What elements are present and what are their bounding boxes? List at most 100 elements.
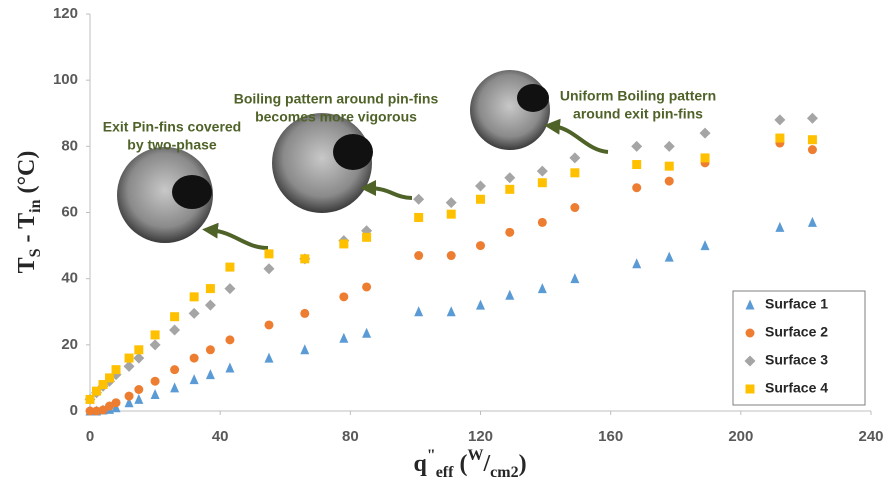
point — [362, 282, 371, 291]
x-tick-label: 40 — [212, 428, 229, 445]
annotation: becomes more vigorous — [255, 109, 417, 125]
point — [701, 240, 710, 250]
x-axis-label: q"eff (W/cm2) — [413, 447, 526, 481]
label-part: " — [427, 447, 436, 464]
point — [774, 114, 785, 125]
point — [808, 217, 817, 227]
point — [476, 241, 485, 250]
photo-detail — [172, 175, 212, 209]
point — [775, 222, 784, 232]
point — [701, 153, 710, 162]
point — [446, 197, 457, 208]
photo-detail — [517, 84, 549, 112]
point — [225, 335, 234, 344]
label-part: T — [14, 257, 40, 273]
y-tick-label: 120 — [53, 5, 78, 22]
point — [189, 308, 200, 319]
point — [632, 160, 641, 169]
point — [206, 345, 215, 354]
point — [125, 354, 134, 363]
point — [224, 283, 235, 294]
point — [538, 218, 547, 227]
annotation: Exit Pin-fins covered — [103, 119, 241, 135]
point — [807, 113, 818, 124]
point — [700, 128, 711, 139]
legend-marker — [746, 329, 755, 338]
annotation: around exit pin-fins — [573, 106, 703, 122]
point — [665, 162, 674, 171]
point — [150, 339, 161, 350]
point — [170, 312, 179, 321]
label-part: 2 — [511, 464, 519, 481]
point — [169, 324, 180, 335]
label-part: (°C) — [14, 151, 40, 200]
point — [134, 394, 143, 404]
point — [190, 374, 199, 384]
point — [362, 233, 371, 242]
point — [134, 385, 143, 394]
legend-label: Surface 4 — [765, 380, 828, 396]
point — [190, 292, 199, 301]
photo-detail — [333, 134, 373, 170]
point — [134, 345, 143, 354]
point — [339, 333, 348, 343]
label-part: - T — [14, 213, 40, 249]
point — [447, 210, 456, 219]
point — [505, 228, 514, 237]
point — [414, 306, 423, 316]
point — [264, 249, 273, 258]
point — [300, 344, 309, 354]
label-part: W — [467, 447, 483, 464]
label-part: eff — [436, 464, 454, 481]
y-tick-label: 80 — [61, 137, 78, 154]
arrow — [210, 230, 268, 248]
point — [125, 392, 134, 401]
point — [570, 273, 579, 283]
y-tick-label: 20 — [61, 336, 78, 353]
point — [664, 141, 675, 152]
y-tick-label: 60 — [61, 203, 78, 220]
point — [570, 203, 579, 212]
point — [151, 389, 160, 399]
point — [476, 300, 485, 310]
point — [225, 362, 234, 372]
x-tick-label: 0 — [86, 428, 94, 445]
point — [206, 369, 215, 379]
point — [476, 195, 485, 204]
legend-label: Surface 1 — [765, 296, 828, 312]
point — [475, 181, 486, 192]
point — [808, 135, 817, 144]
point — [170, 365, 179, 374]
point — [569, 152, 580, 163]
x-tick-label: 240 — [858, 428, 883, 445]
point — [447, 251, 456, 260]
point — [264, 353, 273, 363]
arrow — [368, 188, 412, 198]
y-axis-label: TS - Tin (°C) — [14, 151, 45, 274]
point — [105, 373, 114, 382]
x-tick-label: 80 — [342, 428, 359, 445]
point — [225, 263, 234, 272]
point — [538, 178, 547, 187]
annotation: by two-phase — [127, 137, 217, 153]
label-part: ( — [453, 451, 467, 477]
point — [206, 284, 215, 293]
point — [112, 365, 121, 374]
point — [505, 290, 514, 300]
y-tick-label: 40 — [61, 270, 78, 287]
point — [263, 263, 274, 274]
point — [631, 141, 642, 152]
label-part: S — [27, 248, 44, 257]
point — [570, 168, 579, 177]
point — [339, 239, 348, 248]
point — [665, 252, 674, 262]
point — [170, 382, 179, 392]
point — [86, 395, 95, 404]
point — [362, 328, 371, 338]
point — [775, 134, 784, 143]
point — [264, 320, 273, 329]
point — [151, 330, 160, 339]
point — [505, 185, 514, 194]
label-part: ) — [519, 451, 527, 477]
legend-label: Surface 3 — [765, 352, 828, 368]
